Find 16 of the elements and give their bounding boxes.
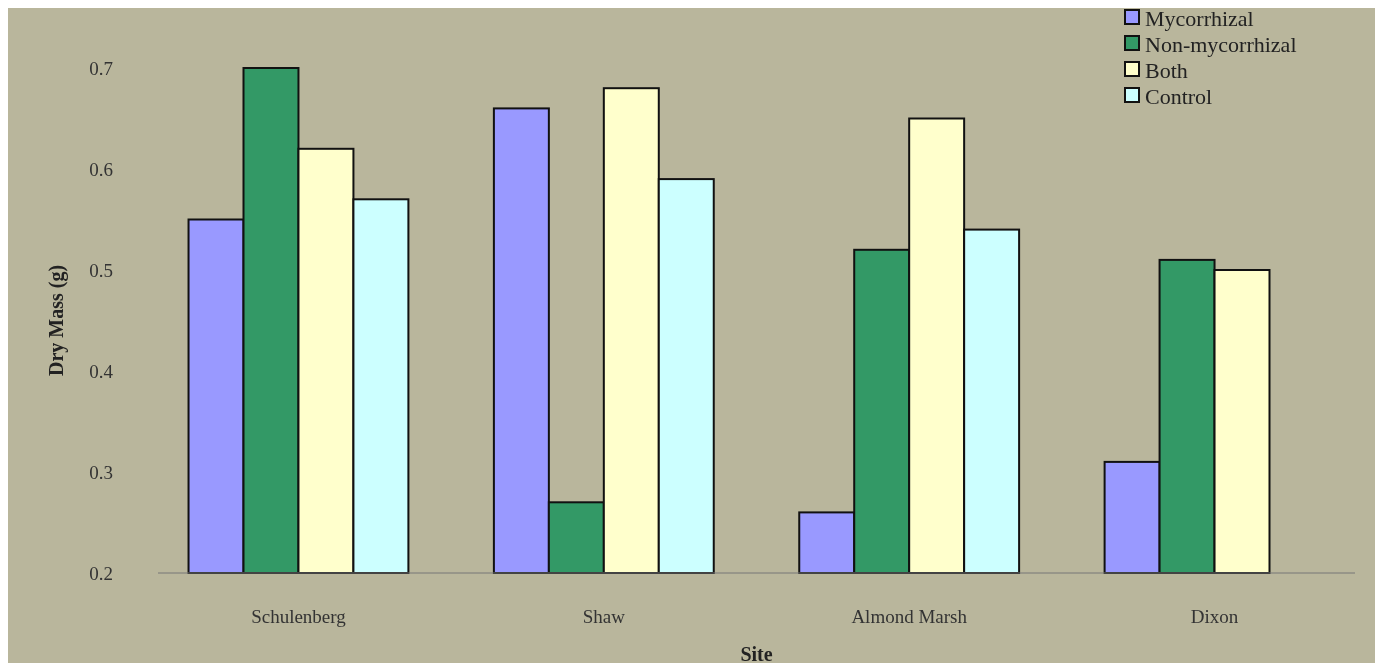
y-tick-label: 0.4 xyxy=(89,360,114,382)
y-axis-title: Dry Mass (g) xyxy=(45,264,68,377)
y-tick-label: 0.6 xyxy=(89,158,113,180)
legend-label: Control xyxy=(1145,83,1213,109)
legend-label: Non-mycorrhizal xyxy=(1145,31,1297,57)
y-tick-label: 0.7 xyxy=(89,57,113,79)
y-tick-label: 0.2 xyxy=(89,562,113,584)
x-axis-title: Site xyxy=(740,643,773,665)
x-tick-label: Almond Marsh xyxy=(851,606,968,627)
legend-label: Mycorrhizal xyxy=(1145,5,1254,31)
y-tick-label: 0.5 xyxy=(89,259,113,281)
x-tick-label: Schulenberg xyxy=(251,606,347,627)
x-tick-label: Shaw xyxy=(582,606,626,627)
x-tick-label: Dixon xyxy=(1190,606,1239,627)
y-tick-label: 0.3 xyxy=(89,461,113,483)
legend-label: Both xyxy=(1145,57,1188,83)
